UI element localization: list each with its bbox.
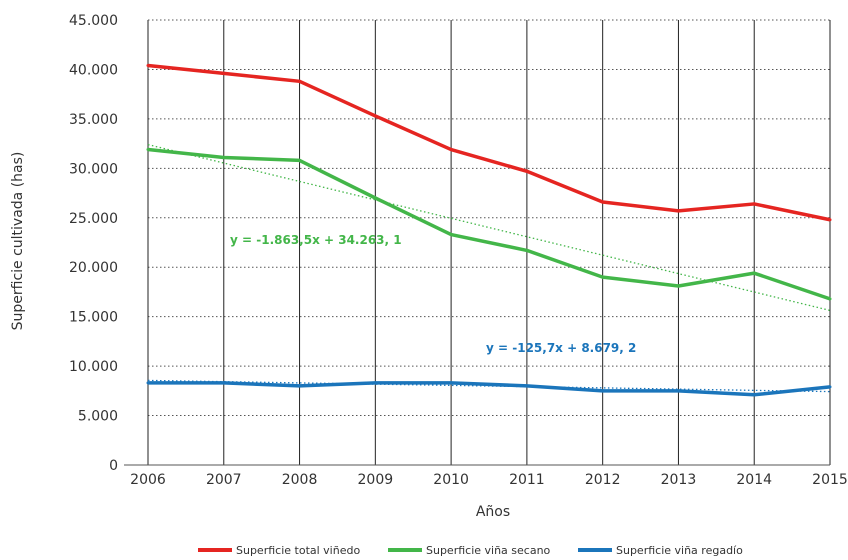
data-point [449,381,453,385]
trendline-label-regadio: y = -125,7x + 8.679, 2 [486,341,636,355]
x-tick-label: 2012 [585,472,621,488]
y-tick-label: 35.000 [69,112,118,128]
data-point [828,385,832,389]
y-tick-label: 25.000 [69,211,118,227]
data-point [525,384,529,388]
data-point [828,297,832,301]
data-point [676,389,680,393]
data-point [601,275,605,279]
x-tick-label: 2015 [812,472,848,488]
data-point [222,71,226,75]
data-point [373,196,377,200]
y-tick-label: 20.000 [69,260,118,276]
x-tick-label: 2014 [736,472,772,488]
data-point [828,218,832,222]
y-tick-label: 30.000 [69,161,118,177]
x-tick-label: 2006 [130,472,166,488]
y-tick-label: 5.000 [78,409,118,425]
y-tick-label: 10.000 [69,359,118,375]
y-tick-label: 40.000 [69,62,118,78]
data-point [373,381,377,385]
data-point [676,284,680,288]
data-point [752,202,756,206]
legend-label-total: Superficie total viñedo [236,544,360,557]
data-point [146,148,150,152]
y-tick-label: 45.000 [69,13,118,29]
trendline [147,143,831,312]
data-point [146,381,150,385]
legend-label-secano: Superficie viña secano [426,544,551,557]
trendline-label-secano: y = -1.863,5x + 34.263, 1 [230,233,402,247]
x-tick-label: 2007 [206,472,242,488]
x-tick-label: 2013 [661,472,697,488]
data-point [298,158,302,162]
x-axis-title: Años [476,504,510,520]
data-point [601,200,605,204]
series-line [148,381,831,397]
x-tick-label: 2009 [358,472,394,488]
legend-label-regadio: Superficie viña regadío [616,544,743,557]
y-axis-ticks: 0 5.000 10.000 15.000 20.000 25.000 30.000 35.0… [69,13,118,474]
x-tick-label: 2008 [282,472,318,488]
data-point [373,114,377,118]
series-line [147,147,831,301]
y-tick-label: 15.000 [69,310,118,326]
y-axis-title: Superficie cultivada (has) [10,152,26,331]
x-tick-label: 2011 [509,472,545,488]
series-line [147,63,831,222]
data-point [146,63,150,67]
data-point [525,248,529,252]
data-point [525,169,529,173]
data-point [676,209,680,213]
data-point [752,393,756,397]
x-tick-label: 2010 [433,472,469,488]
data-point [601,389,605,393]
data-point [298,384,302,388]
data-point [752,271,756,275]
x-axis-ticks: 2006 2007 2008 2009 2010 2011 2012 2013 2014 2015 [130,472,848,488]
series-lines [146,63,832,397]
data-point [222,381,226,385]
legend: Superficie total viñedo Superficie viña … [198,544,743,557]
data-point [449,233,453,237]
y-tick-label: 0 [109,458,118,474]
data-point [449,148,453,152]
data-point [222,155,226,159]
data-point [298,79,302,83]
